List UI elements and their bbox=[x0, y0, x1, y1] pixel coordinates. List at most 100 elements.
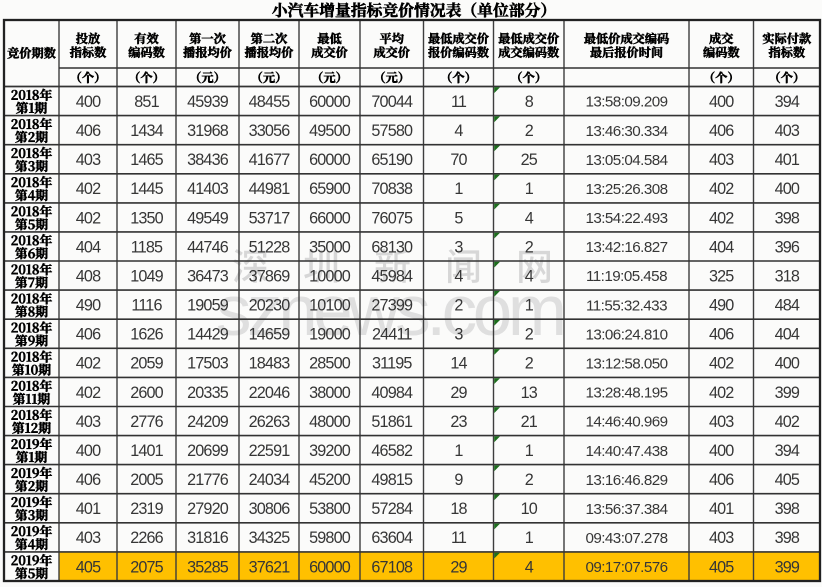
svg-text:404: 404 bbox=[709, 238, 734, 256]
svg-text:402: 402 bbox=[775, 413, 800, 431]
svg-text:22046: 22046 bbox=[249, 384, 291, 402]
svg-text:44981: 44981 bbox=[249, 180, 291, 198]
svg-text:14429: 14429 bbox=[187, 326, 229, 344]
svg-text:14:46:40.969: 14:46:40.969 bbox=[585, 414, 667, 431]
svg-text:1445: 1445 bbox=[130, 180, 163, 198]
svg-text:70044: 70044 bbox=[371, 93, 413, 111]
svg-text:49500: 49500 bbox=[309, 122, 351, 140]
svg-text:1401: 1401 bbox=[130, 442, 163, 460]
svg-text:38000: 38000 bbox=[309, 384, 351, 402]
svg-text:13:12:58.050: 13:12:58.050 bbox=[585, 356, 667, 373]
svg-text:17503: 17503 bbox=[187, 355, 229, 373]
svg-text:29: 29 bbox=[450, 384, 467, 402]
svg-text:19000: 19000 bbox=[309, 326, 351, 344]
svg-text:45200: 45200 bbox=[309, 471, 351, 489]
svg-text:398: 398 bbox=[775, 209, 800, 227]
svg-text:10: 10 bbox=[521, 500, 538, 518]
svg-text:406: 406 bbox=[709, 326, 734, 344]
svg-text:325: 325 bbox=[709, 267, 734, 285]
svg-text:57580: 57580 bbox=[371, 122, 413, 140]
svg-text:490: 490 bbox=[709, 297, 734, 315]
svg-text:27920: 27920 bbox=[187, 500, 229, 518]
svg-text:36473: 36473 bbox=[187, 267, 229, 285]
svg-text:406: 406 bbox=[76, 326, 101, 344]
svg-text:21776: 21776 bbox=[187, 471, 229, 489]
svg-text:403: 403 bbox=[76, 413, 101, 431]
svg-text:402: 402 bbox=[709, 180, 734, 198]
svg-text:60000: 60000 bbox=[309, 93, 351, 111]
svg-text:8: 8 bbox=[525, 93, 534, 111]
svg-text:1116: 1116 bbox=[131, 297, 162, 315]
svg-text:490: 490 bbox=[76, 297, 101, 315]
svg-text:14:40:47.438: 14:40:47.438 bbox=[585, 443, 667, 460]
svg-text:400: 400 bbox=[709, 442, 734, 460]
svg-text:400: 400 bbox=[775, 355, 800, 373]
svg-text:405: 405 bbox=[76, 558, 101, 576]
svg-text:1: 1 bbox=[454, 442, 463, 460]
svg-text:13:56:37.384: 13:56:37.384 bbox=[585, 501, 667, 518]
svg-text:2: 2 bbox=[454, 297, 463, 315]
svg-text:23: 23 bbox=[450, 413, 467, 431]
svg-text:18: 18 bbox=[450, 500, 467, 518]
svg-text:404: 404 bbox=[775, 326, 800, 344]
svg-text:49549: 49549 bbox=[187, 209, 229, 227]
svg-text:1465: 1465 bbox=[130, 151, 163, 169]
svg-text:51861: 51861 bbox=[371, 413, 413, 431]
svg-text:4: 4 bbox=[525, 558, 534, 576]
svg-text:57284: 57284 bbox=[371, 500, 413, 518]
svg-text:44746: 44746 bbox=[187, 238, 229, 256]
svg-text:51228: 51228 bbox=[249, 238, 291, 256]
svg-text:14: 14 bbox=[450, 355, 467, 373]
svg-text:1: 1 bbox=[525, 442, 534, 460]
svg-text:2005: 2005 bbox=[130, 471, 163, 489]
svg-text:63604: 63604 bbox=[371, 529, 413, 547]
svg-text:399: 399 bbox=[775, 384, 800, 402]
svg-text:402: 402 bbox=[76, 384, 101, 402]
svg-text:53717: 53717 bbox=[249, 209, 291, 227]
svg-text:401: 401 bbox=[775, 151, 800, 169]
svg-text:401: 401 bbox=[709, 500, 734, 518]
svg-text:1: 1 bbox=[525, 180, 534, 198]
svg-text:402: 402 bbox=[76, 355, 101, 373]
svg-text:396: 396 bbox=[775, 238, 800, 256]
svg-text:1434: 1434 bbox=[130, 122, 163, 140]
svg-text:sznews.com: sznews.com bbox=[216, 272, 563, 351]
svg-text:1350: 1350 bbox=[130, 209, 163, 227]
svg-text:13:25:26.308: 13:25:26.308 bbox=[585, 181, 667, 198]
svg-text:394: 394 bbox=[775, 442, 800, 460]
svg-text:1: 1 bbox=[454, 180, 463, 198]
svg-text:11: 11 bbox=[451, 529, 467, 547]
svg-text:19059: 19059 bbox=[187, 297, 229, 315]
svg-text:11: 11 bbox=[451, 93, 467, 111]
svg-text:40984: 40984 bbox=[371, 384, 413, 402]
svg-text:65190: 65190 bbox=[371, 151, 413, 169]
svg-text:60000: 60000 bbox=[309, 151, 351, 169]
svg-text:2319: 2319 bbox=[130, 500, 163, 518]
svg-text:31195: 31195 bbox=[372, 355, 412, 373]
svg-text:67108: 67108 bbox=[371, 558, 413, 576]
svg-text:24411: 24411 bbox=[372, 326, 412, 344]
svg-text:405: 405 bbox=[709, 558, 734, 576]
svg-text:4: 4 bbox=[525, 267, 534, 285]
svg-text:405: 405 bbox=[775, 471, 800, 489]
svg-text:400: 400 bbox=[76, 93, 101, 111]
svg-text:45939: 45939 bbox=[187, 93, 229, 111]
svg-text:37621: 37621 bbox=[249, 558, 291, 576]
svg-text:31816: 31816 bbox=[187, 529, 229, 547]
svg-text:18483: 18483 bbox=[249, 355, 291, 373]
svg-text:4: 4 bbox=[454, 267, 463, 285]
svg-text:403: 403 bbox=[709, 413, 734, 431]
svg-text:30806: 30806 bbox=[249, 500, 291, 518]
svg-text:400: 400 bbox=[775, 180, 800, 198]
svg-text:20335: 20335 bbox=[187, 384, 229, 402]
svg-text:10000: 10000 bbox=[309, 267, 351, 285]
svg-text:45984: 45984 bbox=[371, 267, 413, 285]
svg-text:403: 403 bbox=[709, 151, 734, 169]
svg-text:34325: 34325 bbox=[249, 529, 291, 547]
svg-text:3: 3 bbox=[454, 238, 463, 256]
svg-text:25: 25 bbox=[521, 151, 538, 169]
svg-text:53800: 53800 bbox=[309, 500, 351, 518]
svg-text:13:16:46.829: 13:16:46.829 bbox=[585, 472, 667, 489]
svg-text:406: 406 bbox=[76, 122, 101, 140]
svg-text:402: 402 bbox=[76, 180, 101, 198]
